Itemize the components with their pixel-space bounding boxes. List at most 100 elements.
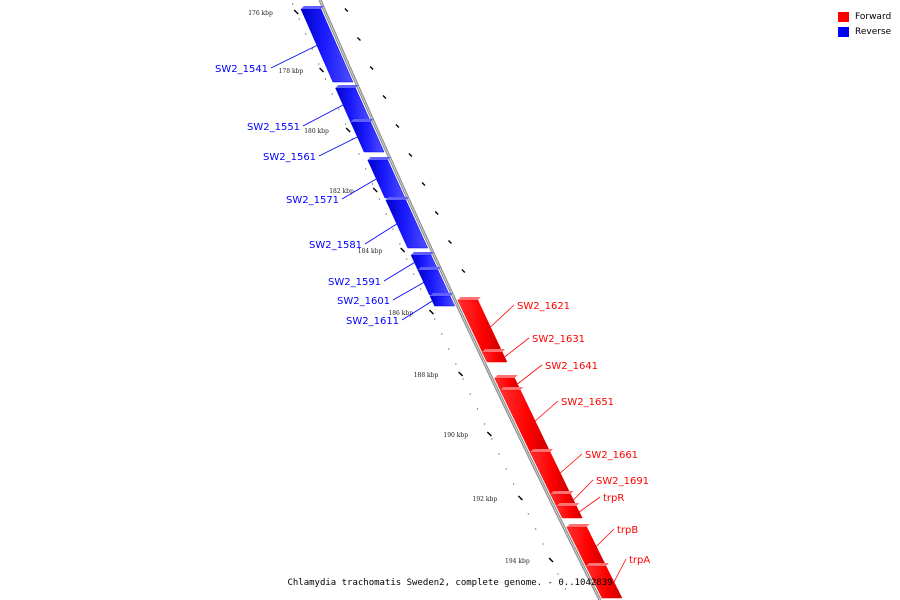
gene-label[interactable]: trpB xyxy=(617,525,638,536)
gene-sw2-1611[interactable] xyxy=(429,293,455,307)
gene-leader-line xyxy=(401,300,433,321)
minor-tick xyxy=(461,269,466,273)
gene-trpr[interactable] xyxy=(555,503,583,519)
gene-label[interactable]: SW2_1601 xyxy=(337,296,390,307)
minor-tick xyxy=(420,288,422,290)
gene-sw2-1581[interactable] xyxy=(385,197,429,249)
gene-cap xyxy=(430,293,453,296)
gene-cap xyxy=(500,387,524,390)
minor-tick xyxy=(311,48,313,50)
gene-block[interactable] xyxy=(457,299,504,355)
gene-label[interactable]: SW2_1631 xyxy=(532,334,585,345)
major-tick xyxy=(428,309,434,315)
tick-label: 186 kbp xyxy=(388,310,413,317)
minor-tick xyxy=(385,213,387,215)
minor-tick xyxy=(434,318,436,320)
gene-label[interactable]: SW2_1551 xyxy=(247,122,300,133)
minor-tick xyxy=(557,573,559,575)
major-tick xyxy=(345,127,351,133)
legend: Forward Reverse xyxy=(838,9,891,39)
gene-block[interactable] xyxy=(300,8,354,83)
gene-leader-line xyxy=(490,304,515,328)
gene-leader-line xyxy=(579,496,601,513)
gene-trpa[interactable] xyxy=(585,563,623,599)
minor-tick xyxy=(455,363,457,365)
gene-cap xyxy=(586,563,609,566)
minor-tick xyxy=(338,108,340,110)
gene-label[interactable]: SW2_1651 xyxy=(561,397,614,408)
minor-tick xyxy=(491,438,493,440)
minor-tick xyxy=(344,8,349,12)
gene-label[interactable]: SW2_1581 xyxy=(309,240,362,251)
minor-tick xyxy=(513,483,515,485)
minor-tick xyxy=(369,66,374,70)
gene-cap xyxy=(417,267,441,270)
minor-tick xyxy=(324,78,327,80)
gene-leader-line xyxy=(392,282,424,301)
gene-label[interactable]: SW2_1691 xyxy=(596,476,649,487)
gene-cap xyxy=(494,375,518,378)
major-tick xyxy=(517,495,523,501)
gene-sw2-1631[interactable] xyxy=(481,349,508,363)
gene-leader-line xyxy=(560,453,583,474)
gene-label[interactable]: SW2_1541 xyxy=(215,64,268,75)
gene-sw2-1621[interactable] xyxy=(457,297,504,355)
major-tick xyxy=(293,9,299,15)
gene-leader-line xyxy=(270,45,317,69)
legend-forward-label: Forward xyxy=(855,11,892,22)
minor-tick xyxy=(448,348,450,350)
major-tick xyxy=(319,67,325,73)
minor-tick xyxy=(434,211,439,215)
gene-block[interactable] xyxy=(481,351,508,363)
gene-label[interactable]: SW2_1641 xyxy=(545,361,598,372)
minor-tick xyxy=(462,378,464,380)
gene-block[interactable] xyxy=(555,505,583,519)
minor-tick xyxy=(305,33,307,35)
gene-block[interactable] xyxy=(385,199,429,249)
gene-label[interactable]: trpA xyxy=(629,555,650,566)
major-tick xyxy=(548,557,554,563)
gene-leader-line xyxy=(517,364,543,385)
gene-label[interactable]: SW2_1591 xyxy=(328,277,381,288)
gene-label[interactable]: SW2_1561 xyxy=(263,152,316,163)
gene-sw2-1561[interactable] xyxy=(350,119,385,153)
gene-cap xyxy=(411,252,434,255)
legend-item-forward: Forward xyxy=(838,9,891,24)
minor-tick xyxy=(378,198,380,200)
gene-sw2-1651[interactable] xyxy=(499,387,551,453)
major-tick xyxy=(400,247,406,253)
gene-sw2-1591[interactable] xyxy=(410,252,439,271)
minor-tick xyxy=(298,18,300,20)
gene-label[interactable]: SW2_1621 xyxy=(517,301,570,312)
gene-sw2-1541[interactable] xyxy=(300,6,354,83)
gene-block[interactable] xyxy=(499,389,551,453)
forward-swatch xyxy=(838,11,849,22)
gene-sw2-1551[interactable] xyxy=(335,85,371,123)
major-tick xyxy=(486,431,492,437)
minor-tick xyxy=(365,168,367,170)
minor-tick xyxy=(406,258,408,260)
gene-cap xyxy=(566,524,590,527)
minor-tick xyxy=(408,153,413,157)
gene-block[interactable] xyxy=(417,269,450,296)
tick-label: 184 kbp xyxy=(358,248,383,255)
gene-leader-line xyxy=(383,262,415,282)
gene-label[interactable]: trpR xyxy=(603,493,624,504)
gene-label[interactable]: SW2_1611 xyxy=(346,316,399,327)
minor-tick xyxy=(344,123,347,125)
gene-cap xyxy=(335,85,359,88)
minor-tick xyxy=(448,240,452,244)
legend-reverse-label: Reverse xyxy=(855,26,892,37)
reverse-swatch xyxy=(838,26,849,37)
minor-tick xyxy=(382,95,387,99)
minor-tick xyxy=(564,588,567,590)
map-caption: Chlamydia trachomatis Sweden2, complete … xyxy=(287,578,613,588)
gene-label[interactable]: SW2_1571 xyxy=(286,195,339,206)
gene-label[interactable]: SW2_1661 xyxy=(585,450,638,461)
gene-block[interactable] xyxy=(429,295,455,307)
minor-tick xyxy=(318,63,320,65)
gene-leader-line xyxy=(613,558,627,583)
gene-leader-line xyxy=(573,479,594,501)
